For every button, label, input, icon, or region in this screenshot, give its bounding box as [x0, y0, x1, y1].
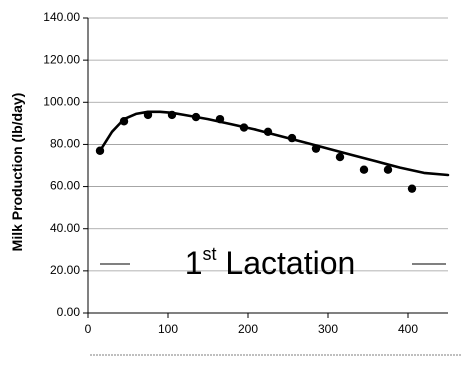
- data-point: [239, 123, 249, 132]
- x-tick-label: 400: [398, 322, 418, 336]
- y-tick-label: 40.00: [50, 221, 80, 235]
- x-tick-label: 0: [85, 322, 92, 336]
- data-point: [383, 165, 393, 174]
- x-tick-label: 100: [158, 322, 178, 336]
- y-tick-label: 60.00: [50, 179, 80, 193]
- fitted-curve: [98, 110, 450, 177]
- x-tick-label: 300: [318, 322, 338, 336]
- y-tick-label: 80.00: [50, 137, 80, 151]
- x-tick-label: 200: [238, 322, 258, 336]
- data-point: [311, 144, 321, 153]
- data-point: [143, 110, 153, 120]
- data-point: [287, 133, 297, 143]
- data-point: [215, 114, 225, 124]
- y-tick-label: 120.00: [43, 52, 80, 66]
- y-tick-label: 20.00: [50, 263, 80, 277]
- data-points: [95, 110, 417, 193]
- data-point: [263, 127, 273, 136]
- data-point: [407, 184, 417, 193]
- data-point: [191, 112, 201, 122]
- curve-line: [98, 110, 450, 177]
- annotation-label: 1st Lactation: [185, 244, 356, 282]
- data-point: [167, 110, 177, 120]
- x-tick-labels: 0 100 200 300 400: [85, 322, 419, 336]
- grid-lines: [88, 17, 448, 272]
- y-tick-label: 100.00: [43, 94, 80, 108]
- axes: [83, 17, 448, 318]
- y-tick-label: 140.00: [43, 10, 80, 24]
- annotation-superscript: st: [203, 244, 217, 264]
- data-point: [119, 117, 129, 126]
- data-point: [359, 165, 369, 174]
- annotation-rest: Lactation: [217, 245, 356, 281]
- y-tick-label: 0.00: [57, 305, 81, 319]
- y-tick-labels: 0.00 20.00 40.00 60.00 80.00 100.00 120.00 140.…: [43, 10, 80, 319]
- annotation-main: 1: [185, 245, 203, 281]
- data-point: [95, 146, 105, 155]
- data-point: [335, 152, 345, 162]
- lactation-annotation: 1st Lactation: [100, 244, 446, 282]
- y-axis-title: Milk Production (lb/day): [9, 93, 25, 252]
